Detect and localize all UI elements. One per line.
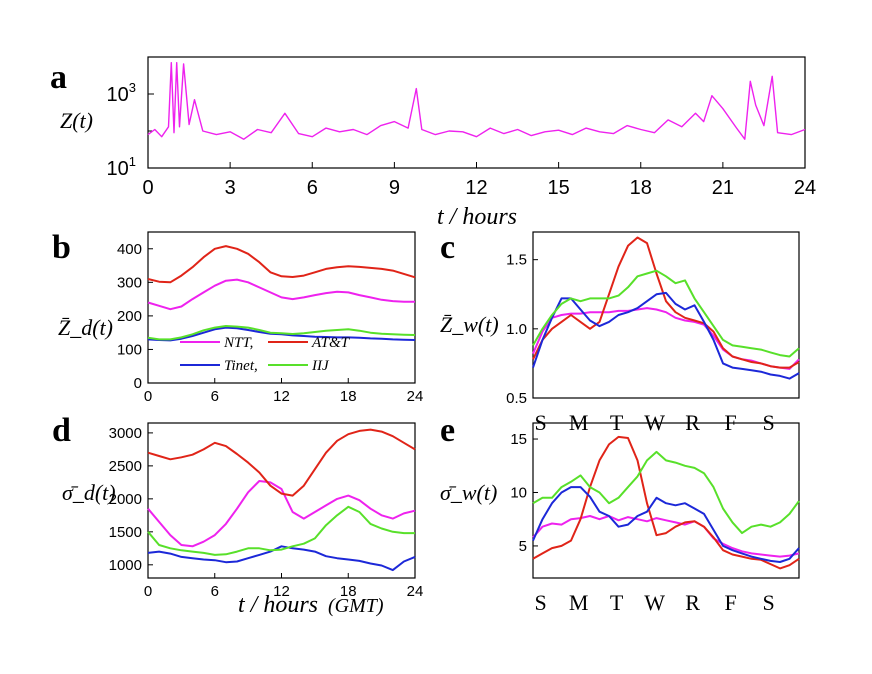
panel-d-series-iij [147,505,415,556]
panel-e-series-iij [532,450,800,535]
panel-a-xtick-label: 18 [630,177,652,199]
panel-e-day-label: S [534,590,546,615]
panel-d-letter: d [52,412,71,449]
panel-e-frame [532,422,800,579]
panel-b-series-ntt [147,278,415,311]
panel-e-day-label: M [569,590,589,615]
panel-a-xtick-label: 24 [794,177,816,199]
panel-d-xtick-label: 18 [340,583,357,600]
panel-a-xtick-label: 6 [307,177,318,199]
panel-b-xtick-label: 0 [144,388,152,405]
panel-c-series-att [532,236,800,369]
panel-e-ytick-label: 15 [510,431,527,448]
panel-a-xtick-label: 0 [142,177,153,199]
panel-e-ytick-label: 5 [519,538,527,555]
panel-d-ylabel: σ̄_d(t) [62,480,116,505]
panel-c-series-iij [532,269,800,358]
panel-e-day-label: T [610,590,624,615]
panel-d-series-ntt [147,480,416,548]
panel-c-series-tinet [532,291,800,380]
panel-e-ytick-label: 10 [510,484,527,501]
panel-a-xtick-label: 3 [225,177,236,199]
panel-b-ytick-label: 300 [117,274,142,291]
panel-b-plot: 0 6 12 18 24 0 100 200 300 400 NTT, AT&T Tinet, IIJ [117,231,424,405]
panel-b-frame [147,231,416,384]
panel-a-xtick-label: 12 [465,177,487,199]
panel-b-ytick-label: 0 [134,375,142,392]
panel-d-frame [147,422,416,579]
panel-e-series-ntt [532,515,800,558]
panel-d-ytick-label: 2500 [109,458,142,475]
panel-a-xlabel: t / hours [437,204,517,230]
legend-iij-label: IIJ [311,358,330,374]
panel-d-series-att [147,428,416,497]
panel-d-ytick-label: 2000 [109,491,142,508]
panel-a-series-trace [147,62,806,140]
panel-a-ylabel: Z(t) [60,108,93,133]
panel-e-ylabel: σ̄_w(t) [440,480,497,505]
panel-a-xtick-label: 15 [548,177,570,199]
panel-b-xtick-label: 12 [273,388,290,405]
panel-d-ytick-label: 1500 [109,524,142,541]
panel-b-ytick-label: 200 [117,308,142,325]
panel-c-letter: c [440,229,455,266]
panel-c-ytick-label: 1.5 [506,252,527,269]
panel-d-xlabel: t / hours [238,592,318,618]
panel-b-series-att [147,245,416,284]
panel-e-series-tinet [532,486,800,563]
panel-d-ytick-label: 1000 [109,557,142,574]
panel-e-day-label: R [685,590,700,615]
panel-e-day-label: W [644,590,665,615]
panel-b-series-iij [147,325,416,341]
panel-c-ytick-label: 1.0 [506,321,527,338]
panel-b-ytick-label: 100 [117,341,142,358]
panel-d-ytick-label: 3000 [109,425,142,442]
legend-tinet-label: Tinet, [224,358,258,374]
panel-b-xtick-label: 24 [407,388,424,405]
panel-c-ytick-label: 0.5 [506,390,527,407]
panel-e-letter: e [440,412,455,449]
panel-e-day-label: S [762,590,774,615]
panel-d-xlabel-unit: (GMT) [328,595,384,617]
panel-d-xtick-label: 6 [211,583,219,600]
panel-e-series-att [532,435,800,570]
panel-a-xtick-label: 9 [389,177,400,199]
panel-b-xtick-label: 6 [211,388,219,405]
panel-b-ylabel: Z̄_d(t) [58,315,113,340]
panel-d-xtick-label: 0 [144,583,152,600]
panel-a-xtick-label: 21 [712,177,734,199]
panel-a-letter: a [50,59,67,96]
panel-c-frame [532,231,800,399]
panel-b-ytick-label: 400 [117,241,142,258]
panel-d-series-tinet [147,545,416,572]
legend-ntt-label: NTT, [223,335,253,351]
panel-c-plot: S M T W R F S0.51.01.5 [506,231,800,435]
panel-d-xtick-label: 24 [407,583,424,600]
panel-d-xtick-label: 12 [273,583,290,600]
panel-a-ytick-label: 101 [107,154,136,180]
panel-b-letter: b [52,229,71,266]
panel-a-ytick-label: 103 [107,80,136,106]
panel-b-xtick-label: 18 [340,388,357,405]
legend-att-label: AT&T [311,335,351,351]
panel-c-ylabel: Z̄_w(t) [440,312,499,337]
panel-d-plot: 0 6 12 18 24 1000 1500 2000 2500 3000 [109,422,424,600]
panel-a-plot: 0 3 6 9 12 15 18 21 24 101 103 [107,56,816,199]
panel-e-day-label: F [724,590,736,615]
